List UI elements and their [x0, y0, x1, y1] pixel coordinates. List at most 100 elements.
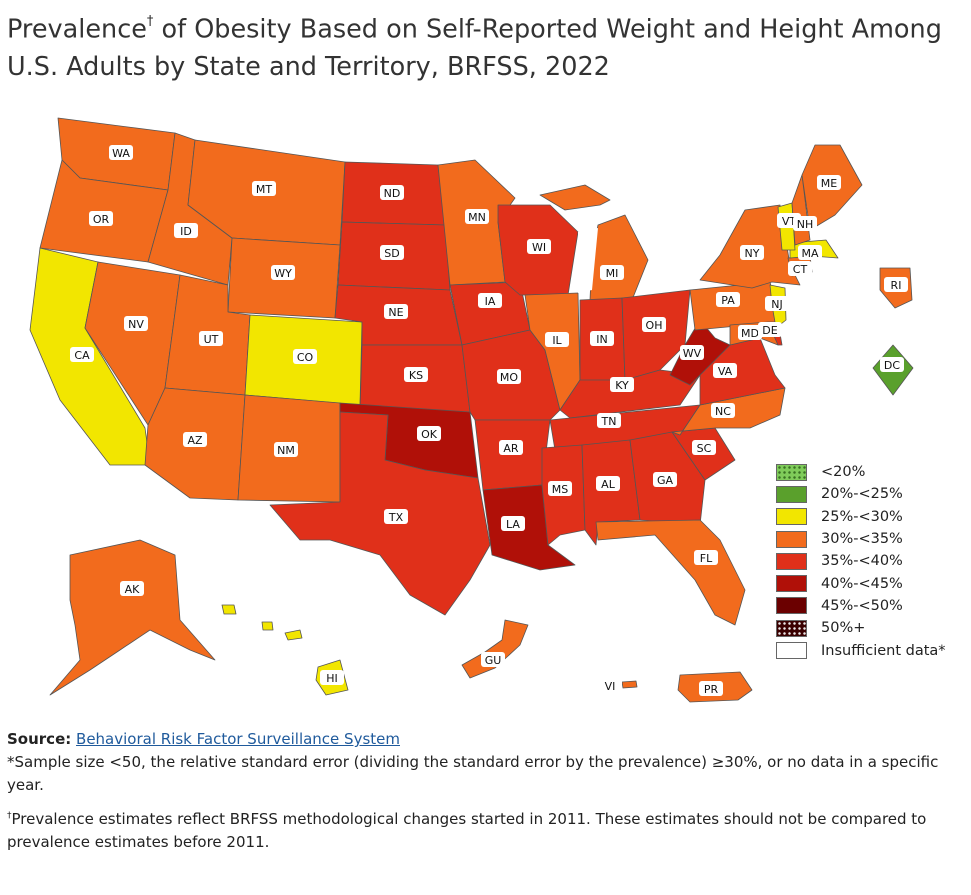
state-tx[interactable] — [269, 411, 491, 616]
state-label-text: ND — [384, 187, 401, 200]
state-label-text: CO — [297, 351, 314, 364]
state-label-text: AL — [601, 478, 616, 491]
state-label-text: DE — [762, 324, 777, 337]
state-label-text: IN — [596, 333, 607, 346]
state-label-bg — [596, 476, 620, 491]
state-label-text: NH — [797, 218, 814, 231]
state-label-bg — [120, 581, 144, 596]
footnote-methodology-text: Prevalence estimates reflect BRFSS metho… — [7, 810, 927, 851]
state-label-vi: VI — [598, 678, 622, 693]
state-label-bg — [527, 239, 551, 254]
legend-label: 20%-<25% — [821, 486, 903, 503]
state-label-md: MD — [738, 325, 762, 340]
state-label-text: NV — [128, 318, 144, 331]
state-label-text: UT — [204, 333, 219, 346]
state-label-text: KY — [615, 379, 629, 392]
legend-swatch — [776, 575, 807, 593]
state-label-text: OH — [646, 319, 663, 332]
legend-label: 40%-<45% — [821, 575, 903, 592]
state-ak[interactable] — [49, 539, 216, 696]
state-label-bg — [548, 481, 572, 496]
state-label-bg — [711, 403, 735, 418]
footnotes: Source: Behavioral Risk Factor Surveilla… — [7, 728, 969, 854]
state-label-bg — [642, 317, 666, 332]
state-label-bg — [404, 367, 428, 382]
footnote-sample-size: *Sample size <50, the relative standard … — [7, 753, 939, 794]
state-label-bg — [653, 472, 677, 487]
state-label-wy: WY — [271, 265, 295, 280]
state-label-text: DC — [884, 359, 900, 372]
state-label-text: WI — [532, 241, 546, 254]
source-line: Source: Behavioral Risk Factor Surveilla… — [7, 728, 969, 751]
state-label-text: VT — [782, 215, 797, 228]
state-label-nh: NH — [793, 216, 817, 231]
state-label-text: WA — [112, 147, 130, 160]
state-label-bg — [694, 550, 718, 565]
state-label-bg — [765, 296, 789, 311]
state-label-ar: AR — [499, 440, 523, 455]
state-label-me: ME — [817, 175, 841, 190]
state-label-bg — [545, 332, 569, 347]
state-label-bg — [758, 322, 782, 337]
state-label-ri: RI — [884, 277, 908, 292]
state-label-text: CT — [793, 263, 808, 276]
state-label-text: GA — [657, 474, 674, 487]
source-link[interactable]: Behavioral Risk Factor Surveillance Syst… — [76, 730, 400, 748]
state-label-bg — [597, 413, 621, 428]
state-label-mi: MI — [600, 265, 624, 280]
state-label-text: MS — [552, 483, 568, 496]
state-label-text: PA — [721, 294, 735, 307]
state-label-text: TN — [601, 415, 617, 428]
state-label-la: LA — [501, 516, 525, 531]
state-label-bg — [124, 316, 148, 331]
legend-item: 50%+ — [776, 617, 946, 639]
state-label-bg — [70, 347, 94, 362]
state-label-bg — [497, 369, 521, 384]
state-label-hi: HI — [320, 670, 344, 685]
state-label-text: TX — [388, 511, 404, 524]
state-label-ca: CA — [70, 347, 94, 362]
state-label-bg — [880, 357, 904, 372]
state-label-text: ME — [821, 177, 837, 190]
legend-item: 20%-<25% — [776, 483, 946, 505]
state-label-ks: KS — [404, 367, 428, 382]
state-label-text: PR — [704, 683, 719, 696]
state-label-wv: WV — [680, 345, 704, 360]
state-label-wi: WI — [527, 239, 551, 254]
state-label-bg — [501, 516, 525, 531]
state-label-bg — [320, 670, 344, 685]
state-label-bg — [199, 331, 223, 346]
state-label-tx: TX — [384, 509, 408, 524]
state-label-ut: UT — [199, 331, 223, 346]
state-label-gu: GU — [481, 652, 505, 667]
legend-swatch — [776, 463, 807, 481]
state-label-text: NC — [715, 405, 731, 418]
state-label-bg — [109, 145, 133, 160]
state-label-bg — [174, 223, 198, 238]
legend-item: <20% — [776, 461, 946, 483]
state-label-bg — [499, 440, 523, 455]
state-label-text: AZ — [187, 434, 203, 447]
state-label-bg — [788, 261, 812, 276]
state-label-text: NY — [745, 247, 760, 260]
footnote-dagger: † — [7, 811, 12, 821]
state-hi[interactable] — [221, 604, 349, 696]
state-oh[interactable] — [621, 289, 691, 381]
state-label-text: MT — [256, 183, 272, 196]
state-label-ky: KY — [610, 377, 634, 392]
state-label-tn: TN — [597, 413, 621, 428]
state-label-ak: AK — [120, 581, 144, 596]
state-label-text: MI — [606, 267, 619, 280]
state-fl[interactable] — [595, 519, 746, 626]
state-label-bg — [798, 245, 822, 260]
state-label-text: MD — [741, 327, 759, 340]
state-label-oh: OH — [642, 317, 666, 332]
state-label-text: WV — [683, 347, 702, 360]
state-label-text: NJ — [771, 298, 782, 311]
state-label-ia: IA — [478, 293, 502, 308]
state-gu[interactable] — [461, 619, 529, 679]
state-label-text: MA — [801, 247, 818, 260]
state-label-bg — [380, 245, 404, 260]
state-label-bg — [590, 331, 614, 346]
legend-label: Insufficient data* — [821, 642, 946, 659]
